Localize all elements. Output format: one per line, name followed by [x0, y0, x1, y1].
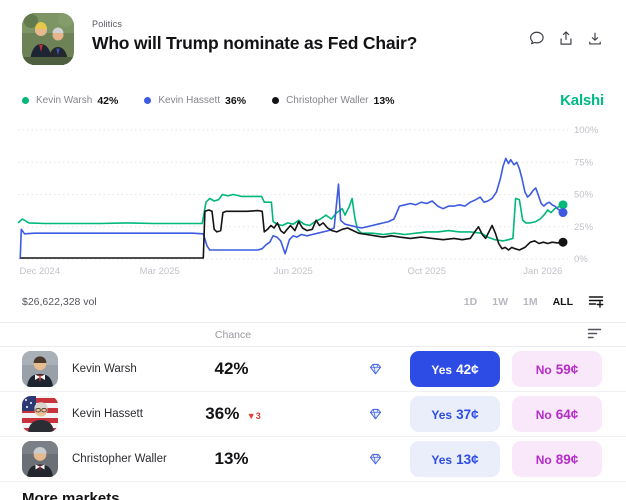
yes-price: 42¢	[456, 361, 479, 377]
svg-text:Dec 2024: Dec 2024	[19, 266, 60, 277]
download-button[interactable]	[586, 30, 604, 48]
warsh-portrait-placeholder	[22, 351, 58, 387]
category-label: Politics	[92, 19, 123, 29]
chance-cell: 13%	[188, 449, 278, 469]
header-actions	[528, 13, 604, 65]
no-button[interactable]: No 59¢	[512, 351, 602, 387]
svg-text:Jan 2026: Jan 2026	[523, 266, 562, 277]
time-filter-1m[interactable]: 1M	[522, 295, 538, 308]
sort-button[interactable]	[587, 327, 602, 343]
table-row[interactable]: Kevin Hassett 36% ▼3 Yes 37¢ No 64¢	[0, 392, 626, 437]
chance-value: 36%	[205, 404, 240, 423]
svg-text:Oct 2025: Oct 2025	[407, 266, 446, 277]
price-chart[interactable]: 0% 25% 50% 75% 100% Dec 2024 Mar 2025 Jun 2025 O…	[0, 122, 626, 280]
sort-descending-icon	[587, 328, 602, 338]
add-to-watchlist-button[interactable]	[588, 294, 604, 309]
legend-dot-waller	[272, 97, 280, 104]
legend-name: Kevin Hassett	[158, 95, 221, 106]
gem-icon	[369, 363, 382, 375]
comment-button[interactable]	[528, 30, 546, 48]
svg-text:Mar 2025: Mar 2025	[140, 266, 180, 277]
chance-value: 42%	[214, 359, 249, 378]
no-button[interactable]: No 89¢	[512, 441, 602, 477]
candidate-name: Kevin Hassett	[72, 408, 143, 420]
market-header: Politics Who will Trump nominate as Fed …	[0, 0, 626, 65]
chance-change-down: ▼3	[246, 411, 261, 421]
share-button[interactable]	[557, 30, 575, 48]
legend-name: Christopher Waller	[286, 95, 369, 106]
download-icon	[589, 32, 601, 45]
no-price: 64¢	[555, 406, 579, 422]
svg-text:Jun 2025: Jun 2025	[274, 266, 313, 277]
chance-value: 13%	[214, 449, 249, 468]
volume-label: $26,622,328 vol	[22, 295, 97, 308]
legend-dot-warsh	[22, 97, 29, 104]
legend-value: 42%	[97, 94, 119, 107]
time-filter-1d[interactable]: 1D	[463, 295, 478, 308]
rewards-gem[interactable]	[369, 453, 382, 465]
time-range-selector: 1D 1W 1M ALL	[464, 294, 604, 309]
svg-text:100%: 100%	[574, 125, 599, 136]
rewards-gem[interactable]	[369, 408, 382, 420]
yes-button[interactable]: Yes 13¢	[410, 441, 500, 477]
svg-text:25%: 25%	[574, 222, 594, 233]
waller-portrait-placeholder	[22, 441, 58, 477]
no-label: No	[535, 362, 552, 377]
yes-price: 13¢	[456, 451, 479, 467]
yes-label: Yes	[431, 407, 453, 422]
kalshi-logo[interactable]: Kalshi	[560, 92, 604, 109]
avatar	[22, 396, 58, 432]
comment-icon	[530, 31, 544, 45]
chance-column-header: Chance	[214, 328, 252, 341]
legend-value: 13%	[373, 94, 395, 107]
legend-value: 36%	[225, 94, 247, 107]
svg-text:0%: 0%	[574, 254, 588, 265]
more-markets-heading: More markets	[22, 490, 120, 500]
yes-label: Yes	[431, 452, 453, 467]
yes-price: 37¢	[456, 406, 479, 422]
no-button[interactable]: No 64¢	[512, 396, 602, 432]
no-price: 59¢	[555, 361, 579, 377]
svg-text:75%: 75%	[574, 157, 594, 168]
playlist-add-icon	[588, 296, 604, 308]
legend-dot-hassett	[144, 97, 152, 104]
candidate-name: Kevin Warsh	[72, 363, 137, 375]
rewards-gem[interactable]	[369, 363, 382, 375]
yes-button[interactable]: Yes 37¢	[410, 396, 500, 432]
yes-label: Yes	[431, 362, 453, 377]
share-icon	[560, 31, 572, 45]
table-header: Chance	[0, 323, 626, 347]
table-row[interactable]: Kevin Warsh 42% Yes 42¢ No 59¢	[0, 347, 626, 392]
candidate-name: Christopher Waller	[72, 453, 167, 465]
time-filter-all[interactable]: ALL	[552, 295, 573, 308]
stats-row: $26,622,328 vol 1D 1W 1M ALL	[22, 294, 604, 309]
svg-text:50%: 50%	[574, 190, 594, 201]
legend-item-hassett[interactable]: Kevin Hassett 36%	[144, 95, 246, 107]
yes-button[interactable]: Yes 42¢	[410, 351, 500, 387]
chart-canvas[interactable]: 0% 25% 50% 75% 100% Dec 2024 Mar 2025 Jun 2025 O…	[0, 122, 626, 280]
hassett-portrait-placeholder	[22, 396, 58, 432]
gem-icon	[369, 408, 382, 420]
chance-cell: 36% ▼3	[188, 404, 278, 424]
section-divider	[0, 322, 626, 323]
no-label: No	[535, 452, 552, 467]
gem-icon	[369, 453, 382, 465]
no-price: 89¢	[555, 451, 579, 467]
legend-item-warsh[interactable]: Kevin Warsh 42%	[22, 95, 118, 107]
header-meta: Politics Who will Trump nominate as Fed …	[92, 13, 417, 65]
chance-cell: 42%	[188, 359, 278, 379]
table-row[interactable]: Christopher Waller 13% Yes 13¢ No 89¢	[0, 437, 626, 482]
page-title: Who will Trump nominate as Fed Chair?	[92, 33, 418, 53]
market-thumbnail-image	[22, 13, 74, 65]
time-filter-1w[interactable]: 1W	[492, 295, 508, 308]
avatar	[22, 351, 58, 387]
trump-powell-photo-placeholder	[22, 13, 74, 65]
legend-item-waller[interactable]: Christopher Waller 13%	[272, 94, 395, 107]
legend-name: Kevin Warsh	[36, 95, 93, 106]
no-label: No	[535, 407, 552, 422]
chart-legend: Kevin Warsh 42% Kevin Hassett 36% Christ…	[22, 92, 604, 109]
avatar	[22, 441, 58, 477]
